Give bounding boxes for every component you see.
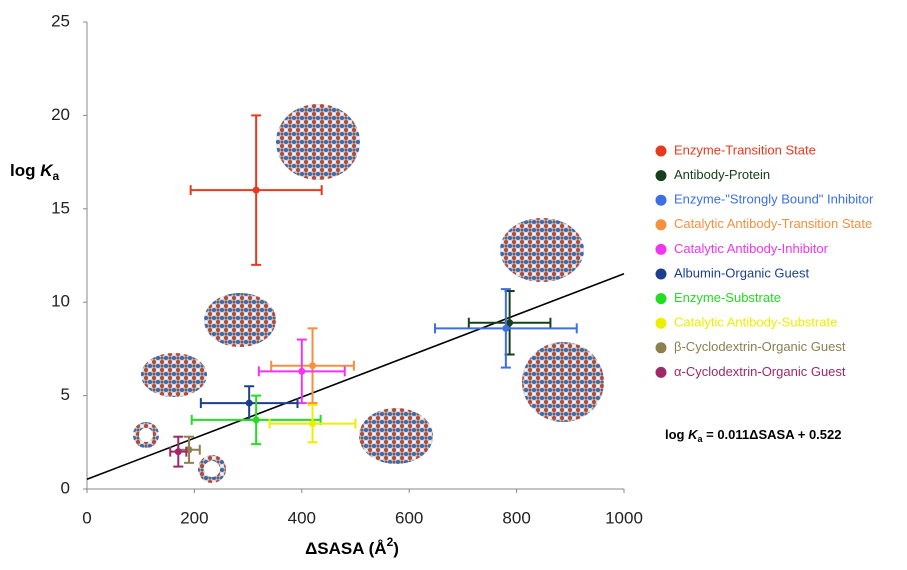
- legend-label: Antibody-Protein: [674, 167, 770, 182]
- point: [253, 416, 260, 423]
- legend-label: Catalytic Antibody-Substrate: [674, 315, 837, 330]
- fit-annotation: log Ka = 0.011ΔSASA + 0.522: [665, 427, 841, 444]
- x-tick-label: 600: [395, 508, 423, 527]
- protein-image: [136, 425, 156, 445]
- legend-label: Enzyme-Transition State: [674, 142, 816, 157]
- point: [298, 368, 305, 375]
- legend-label: β-Cyclodextrin-Organic Guest: [674, 339, 846, 354]
- protein-image: [204, 293, 276, 347]
- legend-marker: [656, 244, 667, 255]
- legend-label: α-Cyclodextrin-Organic Guest: [674, 364, 846, 379]
- legend-marker: [656, 219, 667, 230]
- x-tick-label: 0: [82, 508, 91, 527]
- x-tick-label: 800: [502, 508, 530, 527]
- legend-marker: [656, 293, 667, 304]
- legend-marker: [656, 342, 667, 353]
- legend-label: Albumin-Organic Guest: [674, 265, 809, 280]
- legend-label: Enzyme-"Strongly Bound" Inhibitor: [674, 192, 874, 207]
- y-tick-label: 25: [51, 11, 70, 30]
- legend-marker: [656, 269, 667, 280]
- legend-marker: [656, 367, 667, 378]
- y-tick-label: 15: [51, 198, 70, 217]
- protein-images: [136, 104, 604, 480]
- x-tick-label: 400: [288, 508, 316, 527]
- y-tick-label: 0: [61, 478, 70, 497]
- y-tick-label: 10: [51, 292, 70, 311]
- point: [253, 187, 260, 194]
- y-tick-label: 20: [51, 105, 70, 124]
- legend-marker: [656, 146, 667, 157]
- legend-label: Catalytic Antibody-Inhibitor: [674, 241, 829, 256]
- protein-image: [201, 458, 223, 480]
- x-tick-label: 1000: [605, 508, 643, 527]
- y-axis-label: log Ka: [10, 161, 60, 183]
- y-label-text: log: [10, 161, 40, 180]
- point: [309, 420, 316, 427]
- legend-label: Enzyme-Substrate: [674, 290, 781, 305]
- protein-image: [141, 353, 207, 397]
- point: [502, 325, 509, 332]
- x-label-text: ΔSASA (Å: [305, 539, 386, 558]
- protein-image: [359, 408, 433, 464]
- x-label-end: ): [393, 539, 399, 558]
- x-axis-label: ΔSASA (Å2): [305, 535, 399, 558]
- legend-marker: [656, 195, 667, 206]
- protein-image: [522, 342, 604, 422]
- annotation-end: = 0.011ΔSASA + 0.522: [703, 427, 842, 442]
- annotation-text: log: [665, 427, 688, 442]
- protein-image: [500, 218, 584, 282]
- legend-label: Catalytic Antibody-Transition State: [674, 216, 872, 231]
- protein-image: [276, 104, 360, 180]
- point: [175, 448, 182, 455]
- point: [309, 362, 316, 369]
- chart: ΔSASA (Å2) log Ka log Ka = 0.011ΔSASA + …: [0, 0, 907, 570]
- legend-marker: [656, 318, 667, 329]
- y-label-sub: a: [53, 169, 60, 183]
- legend-marker: [656, 170, 667, 181]
- point: [246, 400, 253, 407]
- x-tick-label: 200: [180, 508, 208, 527]
- y-tick-label: 5: [61, 385, 70, 404]
